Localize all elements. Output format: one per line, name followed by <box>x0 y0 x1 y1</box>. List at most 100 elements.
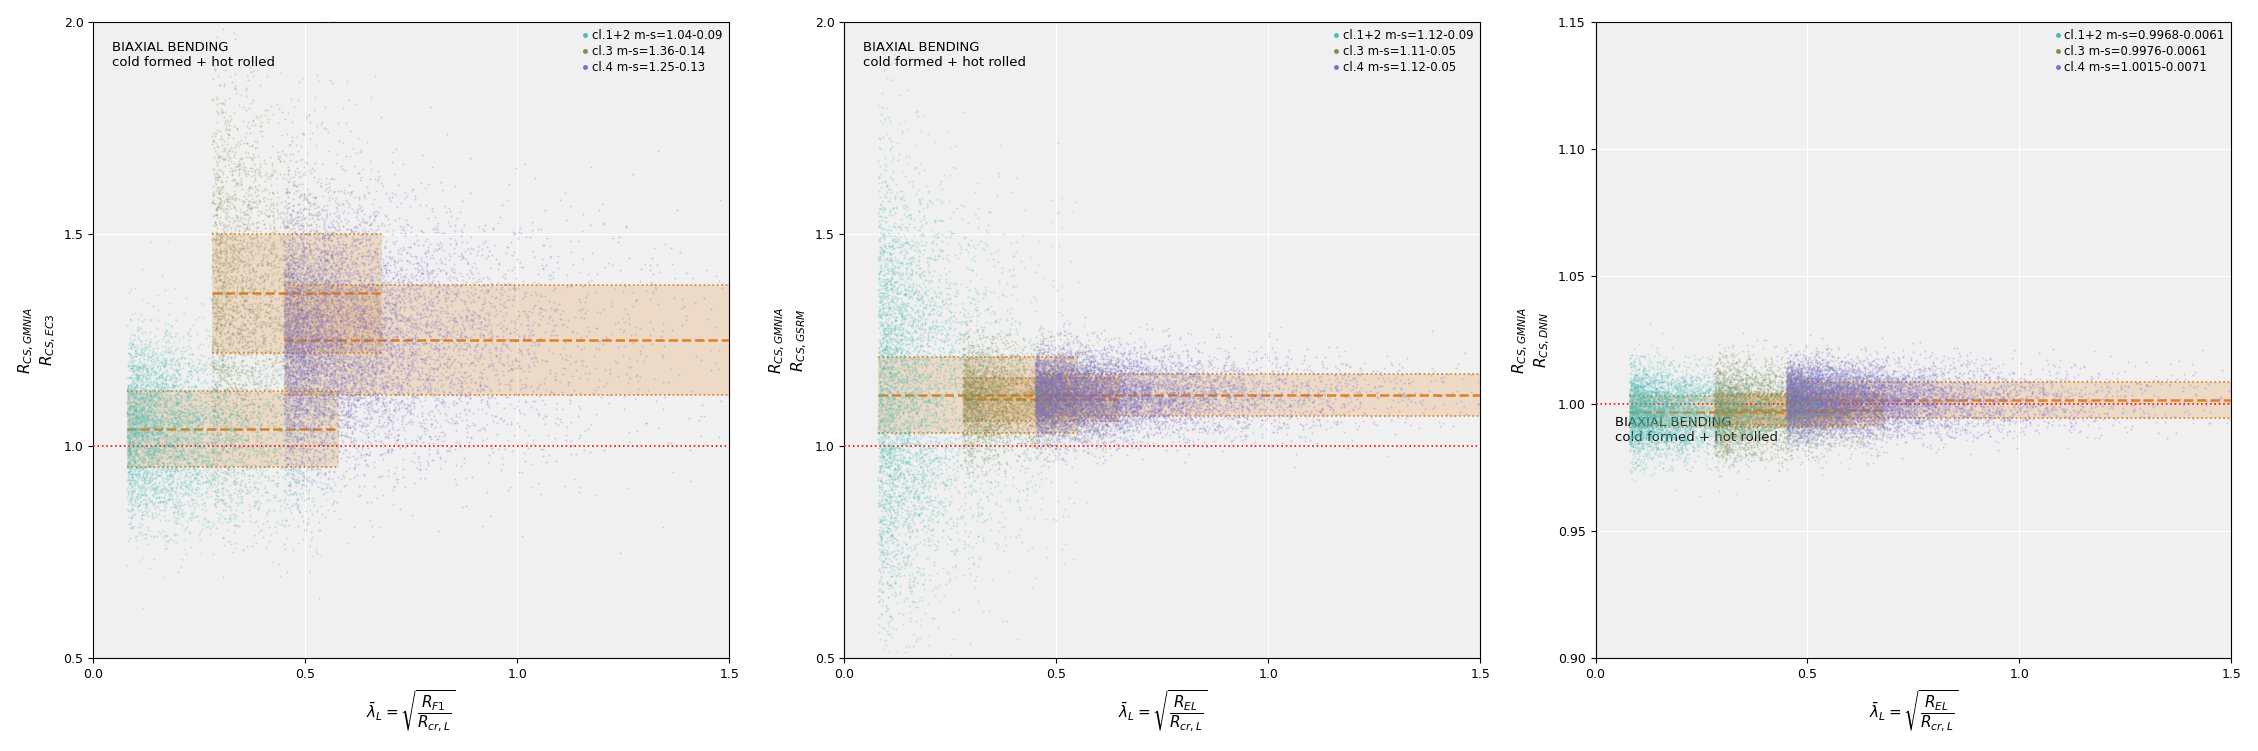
Point <box>291 261 327 273</box>
Point <box>869 382 905 394</box>
Point <box>1793 408 1829 420</box>
Point <box>1041 405 1077 417</box>
Point <box>1030 388 1066 400</box>
Point <box>1633 424 1669 436</box>
Point <box>984 391 1021 403</box>
Point <box>1614 370 1651 382</box>
Point <box>1684 412 1721 424</box>
Point <box>863 546 899 558</box>
Point <box>158 424 194 436</box>
Point <box>289 310 325 322</box>
Point <box>1027 415 1064 427</box>
Point <box>1874 418 1910 430</box>
Point <box>1140 384 1176 396</box>
Point <box>135 408 172 420</box>
Point <box>334 314 370 326</box>
Point <box>1743 393 1779 405</box>
Point <box>303 432 339 444</box>
Point <box>1113 369 1149 381</box>
Point <box>334 310 370 322</box>
Point <box>1075 379 1111 391</box>
Point <box>1829 409 1865 421</box>
Point <box>111 462 147 474</box>
Point <box>1768 419 1804 431</box>
Point <box>1016 384 1052 396</box>
Point <box>1041 367 1077 379</box>
Point <box>280 272 316 284</box>
Point <box>1077 370 1113 382</box>
Point <box>1906 394 1942 406</box>
Point <box>271 262 307 274</box>
Point <box>1030 415 1066 427</box>
Point <box>1088 409 1124 421</box>
Point <box>885 535 921 547</box>
Point <box>1698 418 1734 430</box>
Point <box>1793 400 1829 412</box>
Point <box>1111 392 1147 404</box>
Point <box>1822 386 1858 398</box>
Point <box>1073 388 1109 400</box>
Point <box>309 275 345 287</box>
Point <box>1612 413 1648 425</box>
Point <box>1027 394 1064 406</box>
Point <box>154 394 190 406</box>
Point <box>1833 423 1870 435</box>
Point <box>388 312 425 324</box>
Point <box>251 194 287 206</box>
Point <box>1770 391 1806 403</box>
Point <box>1292 389 1328 401</box>
Point <box>1619 400 1655 412</box>
Point <box>869 526 905 538</box>
Point <box>1691 363 1727 375</box>
Point <box>955 392 991 404</box>
Point <box>285 350 321 362</box>
Point <box>1682 388 1718 400</box>
Point <box>1852 366 1888 378</box>
Point <box>1115 404 1152 416</box>
Point <box>285 219 321 231</box>
Point <box>1664 394 1700 406</box>
Point <box>172 427 208 439</box>
Point <box>1759 417 1795 429</box>
Point <box>867 357 903 369</box>
Point <box>280 256 316 268</box>
Point <box>1721 400 1757 412</box>
Point <box>1115 424 1152 436</box>
Point <box>133 368 169 380</box>
Point <box>1788 372 1824 384</box>
Point <box>1763 443 1800 455</box>
Point <box>892 424 928 436</box>
Point <box>1707 456 1743 468</box>
Point <box>1890 385 1926 397</box>
Point <box>1773 388 1809 400</box>
Point <box>140 426 176 438</box>
Point <box>1922 394 1958 406</box>
Point <box>129 412 165 424</box>
Point <box>996 389 1032 401</box>
Point <box>1818 394 1854 406</box>
Point <box>332 263 368 275</box>
Point <box>325 369 361 381</box>
Point <box>885 608 921 620</box>
Point <box>1021 410 1057 422</box>
Point <box>129 379 165 391</box>
Point <box>341 312 377 324</box>
Point <box>1628 403 1664 415</box>
Point <box>1782 409 1818 421</box>
Point <box>1009 376 1045 388</box>
Point <box>1041 351 1077 363</box>
Point <box>1833 363 1870 375</box>
Point <box>203 281 239 293</box>
Point <box>300 258 336 270</box>
Point <box>199 212 235 224</box>
Point <box>208 375 244 387</box>
Point <box>251 353 287 365</box>
Point <box>1054 369 1091 381</box>
Point <box>1009 400 1045 412</box>
Point <box>969 385 1005 397</box>
Point <box>1732 385 1768 397</box>
Point <box>1122 397 1158 409</box>
Point <box>1030 412 1066 424</box>
Point <box>1030 402 1066 414</box>
Point <box>210 240 246 252</box>
